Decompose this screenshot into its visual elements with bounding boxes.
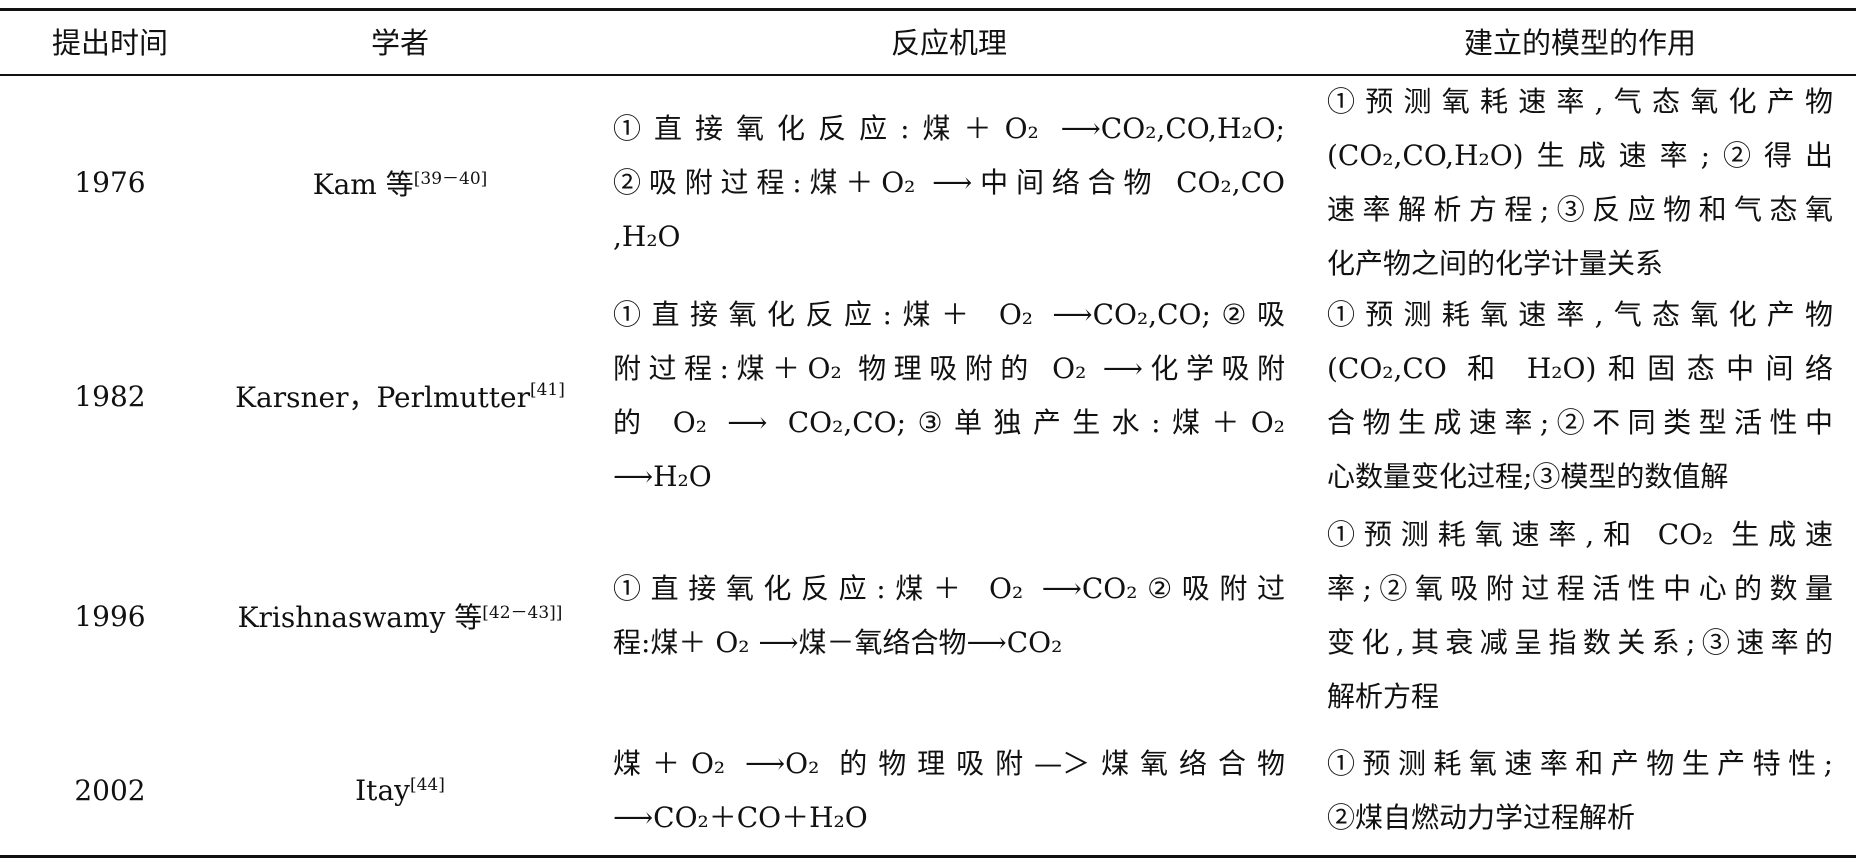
role-line: (CO₂,CO 和 H₂O)和固态中间络: [1327, 352, 1833, 385]
header-year: 提出时间: [51, 26, 168, 60]
cell-year: 2002: [0, 726, 220, 855]
role-line: ①预测耗氧速率和产物生产特性;: [1327, 746, 1833, 780]
citation-ref: [42－43]]: [482, 602, 563, 623]
year-text: 1976: [74, 166, 146, 199]
cell-role: ①预测氧耗速率,气态氧化产物 (CO₂,CO,H₂O)生成速率;②得出 速率解析方程…: [1327, 79, 1833, 286]
cell-scholar: Karsner，Perlmutter [41]: [220, 286, 580, 506]
mechanism-line: 的 O₂ ⟶ CO₂,CO;③单独产生水:煤＋O₂: [613, 406, 1285, 439]
citation-ref: [44]: [409, 774, 445, 795]
citation-ref: [41]: [529, 380, 565, 400]
role-line: 率;②氧吸附过程活性中心的数量: [1327, 572, 1833, 605]
mechanism-line: ⟶CO₂＋CO＋H₂O: [613, 800, 868, 834]
scholar-text: Karsner，Perlmutter: [235, 381, 530, 414]
cell-scholar: Kam 等 [39－40]: [220, 79, 580, 286]
scholar-text: Krishnaswamy 等: [237, 601, 483, 634]
role-line: 变化,其衰减呈指数关系;③速率的: [1327, 626, 1833, 659]
cell-mechanism: ①直接氧化反应:煤＋ O₂ ⟶CO₂②吸附过 程:煤＋ O₂ ⟶煤－氧络合物⟶CO…: [613, 506, 1285, 726]
role-line: 速率解析方程;③反应物和气态氧: [1327, 192, 1833, 226]
cell-mechanism: ①直接氧化反应:煤＋O₂ ⟶CO₂,CO,H₂O; ②吸附过程:煤＋O₂ ⟶中间络…: [613, 79, 1285, 286]
cell-year: 1996: [0, 506, 220, 726]
mechanism-line: 煤＋O₂ ⟶O₂ 的物理吸附—＞煤氧络合物: [613, 746, 1285, 780]
cell-year: 1976: [0, 79, 220, 286]
mechanism-line: ①直接氧化反应:煤＋ O₂ ⟶CO₂②吸附过: [613, 572, 1285, 605]
header-role: 建立的模型的作用: [1463, 26, 1696, 60]
header-rule: [0, 74, 1856, 76]
role-line: 心数量变化过程;③模型的数值解: [1327, 460, 1729, 493]
cell-role: ①预测耗氧速率,气态氧化产物 (CO₂,CO 和 H₂O)和固态中间络 合物生成速率…: [1327, 286, 1833, 506]
role-line: ①预测氧耗速率,气态氧化产物: [1327, 84, 1833, 118]
role-line: 合物生成速率;②不同类型活性中: [1327, 406, 1833, 439]
header-mechanism: 反应机理: [890, 26, 1007, 60]
scholar-text: Kam 等: [312, 167, 414, 201]
year-text: 1996: [74, 599, 146, 633]
mechanism-line: 程:煤＋ O₂ ⟶煤－氧络合物⟶CO₂: [613, 626, 1063, 659]
cell-scholar: Krishnaswamy 等 [42－43]]: [220, 506, 580, 726]
cell-scholar: Itay [44]: [220, 726, 580, 855]
mechanism-line: ,H₂O: [613, 219, 681, 253]
cell-role: ①预测耗氧速率,和 CO₂ 生成速 率;②氧吸附过程活性中心的数量 变化,其衰减呈指…: [1327, 506, 1833, 726]
mechanism-line: ⟶H₂O: [613, 460, 712, 493]
mechanism-line: 附过程:煤＋O₂ 物理吸附的 O₂ ⟶化学吸附: [613, 352, 1285, 385]
cell-mechanism: 煤＋O₂ ⟶O₂ 的物理吸附—＞煤氧络合物 ⟶CO₂＋CO＋H₂O: [613, 726, 1285, 855]
cell-year: 1982: [0, 286, 220, 506]
scholar-text: Itay: [355, 774, 410, 807]
top-rule: [0, 8, 1856, 11]
role-line: 化产物之间的化学计量关系: [1327, 246, 1664, 280]
role-line: (CO₂,CO,H₂O)生成速率;②得出: [1327, 138, 1833, 172]
bottom-rule: [0, 855, 1856, 858]
mechanism-line: ①直接氧化反应:煤＋ O₂ ⟶CO₂,CO;②吸: [613, 298, 1285, 331]
mechanism-line: ①直接氧化反应:煤＋O₂ ⟶CO₂,CO,H₂O;: [613, 111, 1285, 145]
cell-role: ①预测耗氧速率和产物生产特性; ②煤自燃动力学过程解析: [1327, 726, 1833, 855]
mechanism-line: ②吸附过程:煤＋O₂ ⟶中间络合物 CO₂,CO: [613, 165, 1285, 199]
role-line: 解析方程: [1327, 680, 1440, 713]
header-scholar: 学者: [370, 26, 429, 60]
role-line: ①预测耗氧速率,和 CO₂ 生成速: [1327, 518, 1833, 551]
cell-mechanism: ①直接氧化反应:煤＋ O₂ ⟶CO₂,CO;②吸 附过程:煤＋O₂ 物理吸附的 O…: [613, 286, 1285, 506]
role-line: ②煤自燃动力学过程解析: [1327, 800, 1636, 834]
role-line: ①预测耗氧速率,气态氧化产物: [1327, 298, 1833, 331]
year-text: 2002: [74, 774, 146, 807]
citation-ref: [39－40]: [413, 169, 488, 189]
year-text: 1982: [74, 379, 146, 413]
